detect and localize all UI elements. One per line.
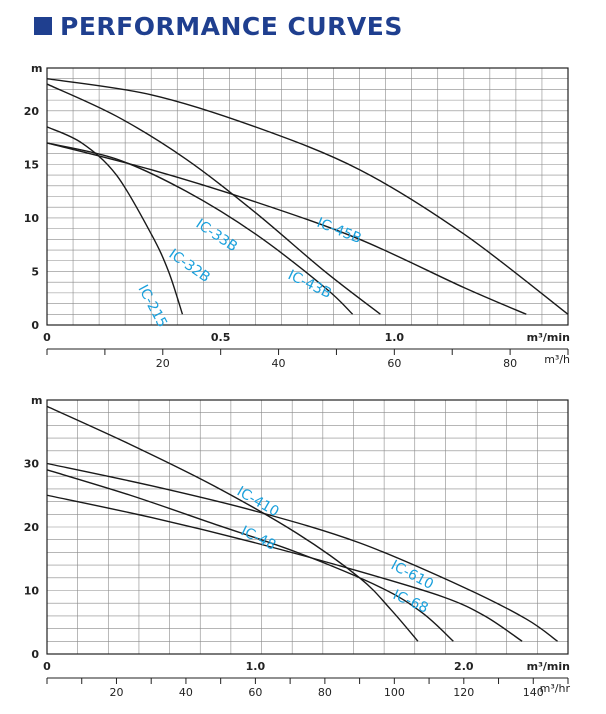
y-tick-label: 0: [31, 319, 39, 332]
x-tick-label-primary: 1.0: [246, 660, 266, 673]
x-tick-label-secondary: 40: [272, 357, 286, 368]
curve-ic-48: [46, 469, 454, 642]
curve-ic-45b: [46, 78, 569, 315]
y-axis-unit: m: [31, 62, 42, 75]
curve-label-ic-610: IC-610: [388, 557, 436, 593]
x-tick-label-primary: 0: [43, 660, 51, 673]
plot-frame: [46, 67, 569, 326]
curve-ic-610: [46, 462, 558, 642]
curve-label-ic-33b: IC-33B: [193, 216, 240, 255]
y-tick-label: 0: [31, 648, 39, 661]
y-tick-label: 15: [24, 158, 39, 171]
x-tick-label-secondary: 60: [387, 357, 401, 368]
x-tick-label-secondary: 20: [109, 686, 123, 699]
curve-label-ic-48: IC-48: [238, 523, 278, 554]
curve-ic-43b: [46, 142, 527, 315]
y-tick-label: 30: [24, 458, 40, 471]
curve-ic-33b: [46, 83, 381, 315]
y-tick-label: 20: [24, 105, 40, 118]
x-tick-label-secondary: 140: [523, 686, 544, 699]
performance-chart-top: m 0 5 10 15 20 0 0.5 1.0 m³/min 20 40 60 80 m³/h IC-215…: [24, 62, 570, 368]
x-axis-unit-primary: m³/min: [527, 331, 570, 344]
y-tick-label: 10: [24, 585, 40, 598]
x-tick-label-secondary: 100: [384, 686, 405, 699]
x-axis-unit-secondary: m³/h: [544, 353, 570, 366]
x-tick-label-secondary: 40: [179, 686, 193, 699]
plot-frame: [46, 399, 569, 655]
x-tick-label-primary: 0.5: [211, 331, 231, 344]
x-tick-label-secondary: 120: [453, 686, 474, 699]
title-bullet-icon: [34, 17, 52, 35]
performance-chart-bottom: m 0 10 20 30 0 1.0 2.0 m³/min 20 40 60 80 100 120 140m³…: [24, 394, 571, 699]
x-tick-label-secondary: 20: [156, 357, 170, 368]
curve-label-ic-32b: IC-32B: [166, 246, 213, 286]
page-title: PERFORMANCE CURVES: [34, 8, 403, 44]
curve-ic-410: [46, 405, 419, 642]
y-axis-unit: m: [31, 394, 42, 407]
x-tick-label-primary: 0: [43, 331, 51, 344]
y-tick-label: 10: [24, 212, 40, 225]
x-axis-unit-primary: m³/min: [527, 660, 570, 673]
x-axis-unit-secondary: m³/hr: [540, 682, 571, 695]
curve-label-ic-45b: IC-45B: [315, 215, 364, 247]
x-tick-label-primary: 2.0: [454, 660, 474, 673]
curve-ic-68: [46, 494, 523, 642]
curve-ic-215: [46, 126, 184, 315]
curve-ic-32b: [46, 142, 354, 315]
y-tick-label: 20: [24, 521, 40, 534]
x-tick-label-secondary: 60: [248, 686, 262, 699]
x-tick-label-primary: 1.0: [385, 331, 405, 344]
y-tick-label: 5: [31, 265, 39, 278]
x-tick-label-secondary: 80: [318, 686, 332, 699]
x-tick-label-secondary: 80: [503, 357, 517, 368]
curve-label-ic-215: IC-215: [134, 282, 170, 330]
title-text: PERFORMANCE CURVES: [60, 11, 403, 41]
